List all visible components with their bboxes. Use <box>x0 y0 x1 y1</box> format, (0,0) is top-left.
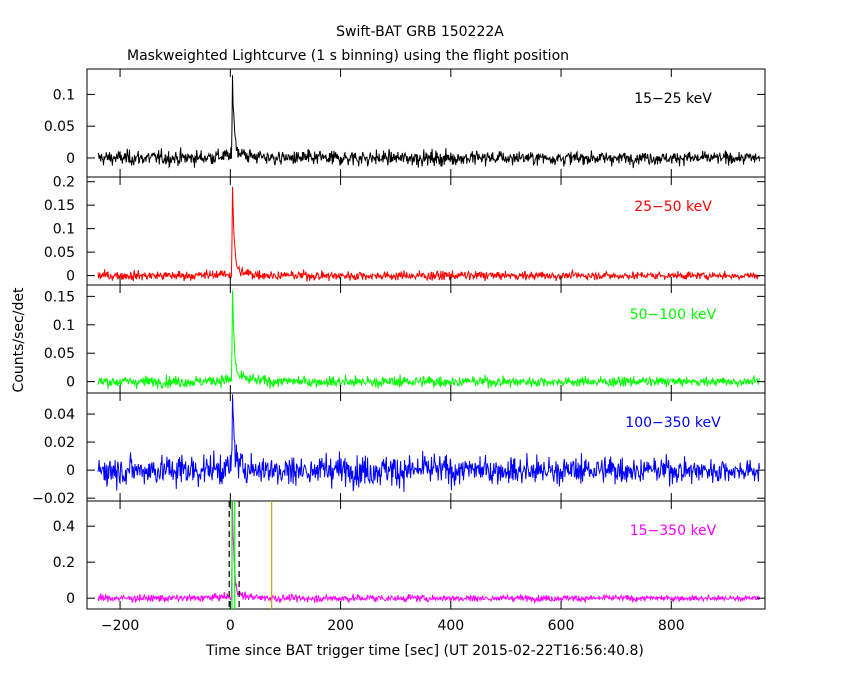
x-tick-label: 200 <box>327 618 354 634</box>
panel-frame <box>86 284 766 394</box>
y-tick-label: 0 <box>66 591 75 607</box>
y-tick-label: 0.2 <box>53 175 75 191</box>
y-tick-label: 0.05 <box>44 346 75 362</box>
y-tick-label: 0.02 <box>44 435 75 451</box>
y-tick-label: 0.4 <box>53 519 75 535</box>
panel-frame <box>86 176 766 286</box>
series-line <box>97 501 760 605</box>
x-tick-label: −200 <box>101 618 139 634</box>
x-tick-label: 600 <box>548 618 575 634</box>
panel-4: −0.02 0 0.02 0.04 100−350 keV <box>32 392 766 507</box>
figure-title: Swift-BAT GRB 150222A <box>336 24 504 40</box>
y-tick-label: 0.05 <box>44 245 75 261</box>
panel-2: 0 0.05 0.1 0.15 0.2 25−50 keV <box>44 175 766 286</box>
band-label: 15−350 keV <box>630 523 717 539</box>
panel-3: 0 0.05 0.1 0.15 50−100 keV <box>44 284 766 394</box>
x-axis-label: Time since BAT trigger time [sec] (UT 20… <box>205 643 644 659</box>
panel-frame <box>86 500 766 610</box>
y-tick-label: 0.1 <box>53 87 75 103</box>
panel-1: 0 0.05 0.1 15−25 keV <box>44 68 766 178</box>
y-tick-label: 0 <box>66 269 75 285</box>
series-line <box>97 394 760 492</box>
y-tick-label: 0.1 <box>53 222 75 238</box>
x-tick-label: 800 <box>658 618 685 634</box>
panel-5: 0 0.2 0.4 15−350 keV −200 0 200 400 600 800 <box>53 500 766 634</box>
y-tick-label: 0 <box>66 463 75 479</box>
band-label: 25−50 keV <box>634 199 712 215</box>
x-tick-label: 0 <box>226 618 235 634</box>
band-label: 50−100 keV <box>630 307 717 323</box>
y-axis-label: Counts/sec/det <box>11 287 27 392</box>
y-tick-label: 0.15 <box>44 289 75 305</box>
series-line <box>97 290 760 390</box>
y-tick-label: 0.2 <box>53 555 75 571</box>
panel-frame <box>86 68 766 178</box>
band-label: 15−25 keV <box>634 91 712 107</box>
y-tick-label: 0.04 <box>44 407 75 423</box>
y-tick-label: 0 <box>66 151 75 167</box>
y-tick-label: 0 <box>66 375 75 391</box>
y-tick-label: 0.05 <box>44 119 75 135</box>
series-line <box>97 186 760 282</box>
y-tick-label: 0.15 <box>44 198 75 214</box>
band-label: 100−350 keV <box>625 415 721 431</box>
y-tick-label: −0.02 <box>32 491 75 507</box>
y-tick-label: 0.1 <box>53 318 75 334</box>
x-tick-label: 400 <box>437 618 464 634</box>
panels-group: 0 0.05 0.1 15−25 keV 0 0.05 0.1 0.15 0.2 25−50 ke… <box>32 68 766 634</box>
series-line <box>97 75 760 169</box>
panel-frame <box>86 392 766 502</box>
figure-subtitle: Maskweighted Lightcurve (1 s binning) us… <box>127 48 569 64</box>
